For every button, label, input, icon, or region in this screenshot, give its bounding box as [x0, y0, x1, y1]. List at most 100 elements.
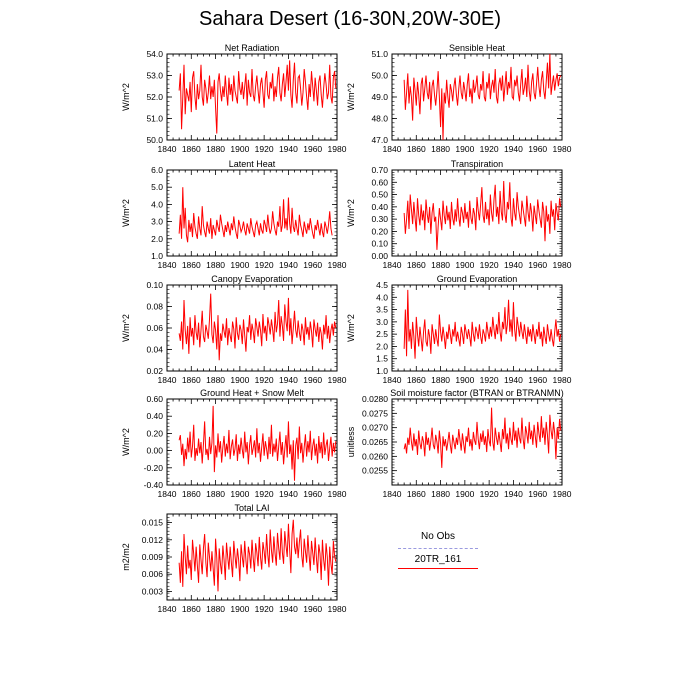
x-tick-label: 1920 [480, 375, 499, 385]
y-tick-label: 3.5 [376, 305, 388, 315]
panel-title: Latent Heat [229, 159, 276, 169]
y-tick-label: 0.04 [146, 345, 163, 355]
x-tick-label: 1940 [504, 144, 523, 154]
series-line [178, 60, 337, 134]
y-tick-label: 47.0 [371, 135, 388, 145]
x-tick-label: 1900 [455, 375, 474, 385]
y-axis-label: W/m^2 [121, 428, 131, 456]
x-tick-label: 1880 [206, 260, 225, 270]
y-tick-label: 0.10 [371, 239, 388, 249]
x-tick-label: 1920 [255, 375, 274, 385]
y-tick-label: 0.012 [142, 535, 164, 545]
y-tick-label: 0.40 [146, 411, 163, 421]
x-tick-label: 1860 [182, 604, 201, 614]
x-tick-label: 1920 [255, 144, 274, 154]
x-tick-label: 1960 [303, 604, 322, 614]
x-tick-label: 1880 [431, 144, 450, 154]
series-line [178, 405, 337, 481]
x-tick-label: 1940 [504, 489, 523, 499]
series-line [403, 181, 562, 250]
legend-model-line [398, 568, 478, 569]
legend-obs-line [398, 548, 478, 549]
x-tick-label: 1960 [303, 489, 322, 499]
x-tick-label: 1920 [255, 604, 274, 614]
y-tick-label: 0.60 [371, 177, 388, 187]
y-tick-label: 0.40 [371, 202, 388, 212]
y-tick-label: 0.02 [146, 366, 163, 376]
x-tick-label: 1920 [255, 489, 274, 499]
x-tick-label: 1880 [431, 489, 450, 499]
y-axis-label: m2/m2 [121, 543, 131, 571]
x-tick-label: 1980 [328, 260, 347, 270]
x-tick-label: 1940 [279, 604, 298, 614]
y-tick-label: 0.0255 [362, 466, 388, 476]
y-tick-label: 2.0 [376, 341, 388, 351]
y-axis-label: W/m^2 [346, 199, 356, 227]
y-tick-label: 50.0 [146, 135, 163, 145]
panel-title: Transpiration [451, 159, 503, 169]
x-tick-label: 1940 [279, 489, 298, 499]
chart-panel: Transpiration W/m^2 1840 1860 1880 1900 1920 19… [346, 159, 572, 270]
x-tick-label: 1980 [328, 489, 347, 499]
y-tick-label: 0.0280 [362, 394, 388, 404]
y-tick-label: 0.60 [146, 394, 163, 404]
y-tick-label: 0.00 [371, 251, 388, 261]
y-axis-label: W/m^2 [121, 199, 131, 227]
y-axis-label: W/m^2 [346, 83, 356, 111]
y-tick-label: 4.0 [376, 292, 388, 302]
y-tick-label: 0.009 [142, 552, 164, 562]
x-tick-label: 1920 [480, 489, 499, 499]
series-line [403, 407, 562, 468]
x-tick-label: 1880 [206, 489, 225, 499]
x-tick-label: 1920 [255, 260, 274, 270]
legend-entry-label: 20TR_161 [414, 554, 462, 565]
panel-title: Soil moisture factor (BTRAN or BTRANMN) [390, 388, 564, 398]
y-tick-label: -0.40 [144, 480, 164, 490]
y-tick-label: 50.0 [371, 71, 388, 81]
x-tick-label: 1860 [182, 260, 201, 270]
y-tick-label: 0.0260 [362, 451, 388, 461]
y-tick-label: 0.00 [146, 446, 163, 456]
series-line [178, 519, 337, 592]
x-tick-label: 1880 [206, 144, 225, 154]
y-tick-label: 3.0 [151, 217, 163, 227]
x-tick-label: 1980 [553, 375, 572, 385]
y-tick-label: 0.10 [146, 280, 163, 290]
panel-title: Canopy Evaporation [211, 274, 293, 284]
panel-title: Net Radiation [225, 43, 280, 53]
y-tick-label: 0.0265 [362, 437, 388, 447]
y-tick-label: 0.0270 [362, 423, 388, 433]
y-tick-label: -0.20 [144, 463, 164, 473]
x-tick-label: 1900 [230, 375, 249, 385]
y-tick-label: 1.0 [376, 366, 388, 376]
y-tick-label: 5.0 [151, 182, 163, 192]
x-tick-label: 1980 [328, 144, 347, 154]
y-tick-label: 0.20 [371, 226, 388, 236]
x-tick-label: 1940 [279, 375, 298, 385]
chart-panel: Sensible Heat W/m^2 1840 1860 1880 1900 1920 19… [346, 43, 572, 154]
y-tick-label: 0.0275 [362, 408, 388, 418]
panel-title: Sensible Heat [449, 43, 506, 53]
y-tick-label: 4.0 [151, 199, 163, 209]
x-tick-label: 1900 [455, 489, 474, 499]
y-tick-label: 52.0 [146, 92, 163, 102]
x-tick-label: 1920 [480, 260, 499, 270]
panel-title: Total LAI [234, 503, 269, 513]
x-tick-label: 1860 [182, 144, 201, 154]
x-tick-label: 1960 [303, 375, 322, 385]
y-tick-label: 0.015 [142, 518, 164, 528]
y-tick-label: 3.0 [376, 317, 388, 327]
x-tick-label: 1860 [407, 489, 426, 499]
y-axis-label: W/m^2 [346, 314, 356, 342]
x-tick-label: 1900 [230, 489, 249, 499]
x-tick-label: 1860 [407, 260, 426, 270]
series-line [178, 187, 333, 243]
x-tick-label: 1840 [383, 144, 402, 154]
chart-panel: Ground Evaporation W/m^2 1840 1860 1880 1900 1… [346, 274, 572, 385]
figure-title: Sahara Desert (16-30N,20W-30E) [199, 8, 501, 30]
y-tick-label: 51.0 [371, 49, 388, 59]
y-tick-label: 48.0 [371, 114, 388, 124]
x-tick-label: 1960 [528, 375, 547, 385]
y-axis-label: W/m^2 [121, 314, 131, 342]
